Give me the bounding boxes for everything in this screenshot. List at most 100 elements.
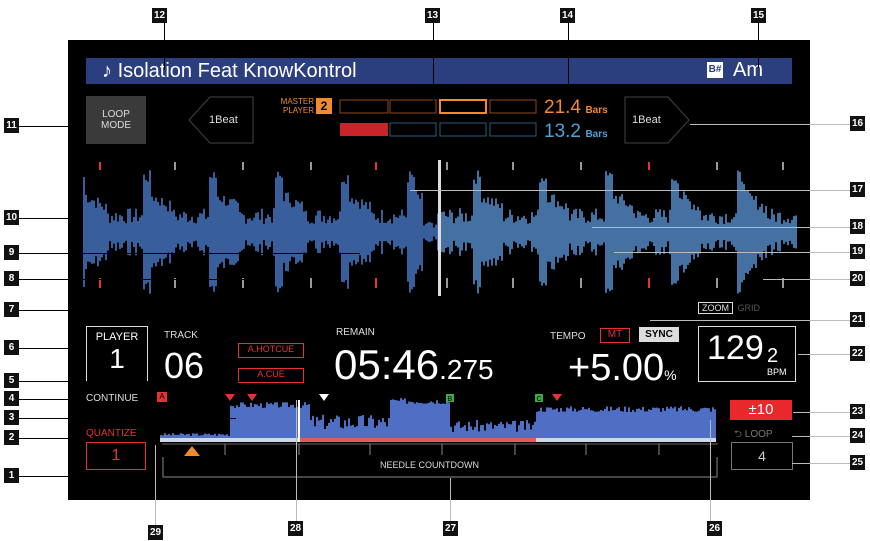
- overall-wave-bar: [534, 421, 536, 438]
- cue-point-marker: [247, 394, 257, 401]
- overall-wave-bar: [418, 402, 420, 438]
- beat-jump-left-button[interactable]: [188, 96, 254, 144]
- overall-wave-bar: [596, 411, 598, 438]
- overall-wave-bar: [412, 402, 414, 438]
- overall-wave-bar: [200, 435, 202, 438]
- overall-wave-bar: [620, 411, 622, 438]
- overall-wave-bar: [478, 431, 480, 438]
- overall-wave-bar: [164, 433, 166, 438]
- overall-wave-bar: [556, 408, 558, 438]
- overall-wave-bar: [538, 411, 540, 438]
- overall-wave-bar: [486, 423, 488, 438]
- loop-mode-button[interactable]: LOOP MODE: [86, 96, 146, 144]
- overall-wave-bar: [516, 431, 518, 438]
- overall-wave-bar: [396, 400, 398, 438]
- master-label: MASTER PLAYER: [280, 97, 314, 115]
- key-icon: B#: [707, 62, 723, 78]
- beat-jump-right-label: 1Beat: [632, 114, 661, 126]
- overall-wave-bar: [600, 410, 602, 438]
- overall-wave-bar: [258, 406, 260, 438]
- loop-beat-box[interactable]: 4: [731, 442, 793, 470]
- overall-wave-bar: [438, 403, 440, 438]
- overall-wave-bar: [490, 422, 492, 438]
- overall-wave-bar: [280, 406, 282, 438]
- overall-wave-bar: [604, 408, 606, 438]
- quantize-value-box[interactable]: 1: [86, 442, 146, 470]
- callout-leader-line: [614, 252, 850, 253]
- overall-wave-bar: [428, 402, 430, 438]
- overall-wave-bar: [692, 410, 694, 438]
- overall-wave-bar: [576, 411, 578, 438]
- phrase-bar-top: [339, 99, 537, 137]
- overall-wave-bar: [290, 405, 292, 438]
- overall-wave-bar: [370, 415, 372, 438]
- overall-wave-bar: [494, 424, 496, 438]
- overall-wave-bar: [408, 401, 410, 438]
- overall-wave-bar: [218, 433, 220, 438]
- overall-wave-bar: [212, 435, 214, 438]
- overall-wave-bar: [422, 403, 424, 438]
- overall-wave-bar: [710, 411, 712, 438]
- overall-wave-bar: [248, 406, 250, 438]
- track-label: TRACK: [164, 330, 198, 341]
- overall-wave-bar: [328, 422, 330, 438]
- overall-wave-bar: [518, 425, 520, 438]
- callout-number: 24: [850, 428, 865, 443]
- overall-wave-bar: [458, 421, 460, 438]
- overall-wave-bar: [488, 424, 490, 438]
- overall-wave-bar: [628, 407, 630, 438]
- playback-position-marker: [184, 446, 200, 456]
- overall-wave-bar: [220, 434, 222, 438]
- overall-wave-bar: [662, 408, 664, 438]
- callout-leader-line: [19, 279, 270, 280]
- overall-wave-bar: [594, 411, 596, 438]
- overall-wave-bar: [190, 435, 192, 438]
- overall-wave-bar: [300, 407, 302, 438]
- overall-wave-bar: [288, 407, 290, 438]
- beat-jump-right-button[interactable]: [624, 96, 690, 144]
- overall-wave-bar: [188, 433, 190, 438]
- callout-leader-line: [19, 438, 86, 439]
- overall-wave-bar: [224, 435, 226, 438]
- overall-wave-bar: [456, 422, 458, 438]
- overall-wave-bar: [450, 426, 452, 438]
- callout-leader-line: [792, 463, 850, 464]
- overall-wave-bar: [632, 409, 634, 438]
- overall-wave-bar: [196, 433, 198, 438]
- overall-wave-bar: [348, 418, 350, 438]
- callout-leader-line: [19, 381, 240, 382]
- callout-number: 25: [850, 455, 865, 470]
- overall-wave-bar: [256, 404, 258, 438]
- overall-wave-bar: [260, 403, 262, 438]
- overall-wave-bar: [646, 411, 648, 438]
- callout-leader-line: [164, 23, 165, 70]
- overall-wave-bar: [652, 407, 654, 438]
- callout-leader-line: [19, 310, 180, 311]
- overall-wave-bar: [614, 409, 616, 438]
- remain-label: REMAIN: [336, 327, 375, 338]
- overall-wave-bar: [668, 408, 670, 438]
- loop-return-icon: ⮌: [734, 429, 743, 440]
- callout-number: 1: [4, 468, 19, 483]
- callout-leader-line: [758, 23, 759, 68]
- overall-wave-bar: [636, 408, 638, 438]
- callout-leader-line: [19, 126, 86, 127]
- callout-number: 18: [850, 219, 865, 234]
- overall-wave-bar: [360, 415, 362, 438]
- overall-wave-bar: [356, 426, 358, 438]
- overall-wave-bar: [162, 435, 164, 438]
- overall-wave-bar: [448, 402, 450, 438]
- overall-wave-bar: [630, 411, 632, 438]
- overall-wave-bar: [618, 407, 620, 438]
- cue-point-marker: [319, 394, 329, 401]
- overall-wave-bar: [484, 430, 486, 438]
- overall-wave-bar: [672, 408, 674, 438]
- overall-wave-bar: [624, 406, 626, 438]
- overall-wave-bar: [236, 405, 238, 438]
- auto-hotcue-indicator: A.HOTCUE: [238, 343, 304, 358]
- overall-wave-bar: [482, 424, 484, 438]
- overall-wave-bar: [226, 434, 228, 438]
- callout-leader-line: [296, 400, 297, 521]
- overall-wave-bar: [294, 407, 296, 438]
- overall-wave-bar: [350, 425, 352, 438]
